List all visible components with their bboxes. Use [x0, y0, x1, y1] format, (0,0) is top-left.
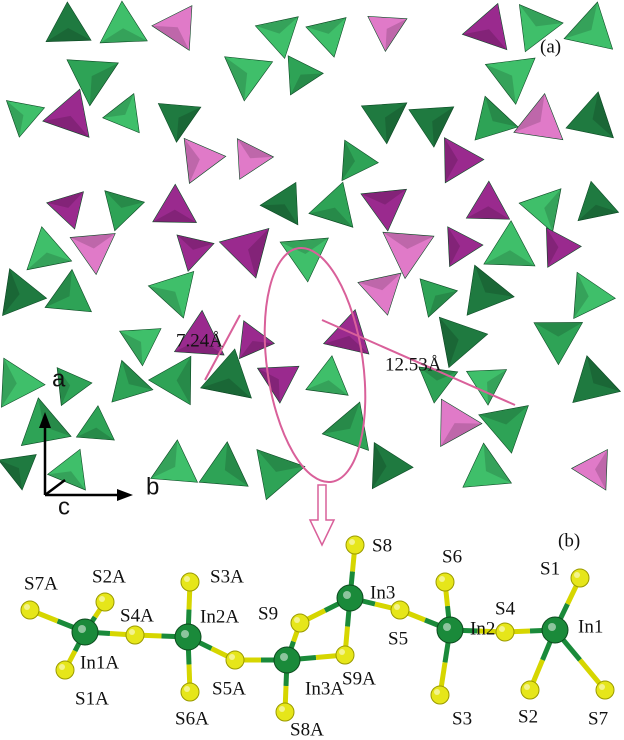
atom: [276, 703, 294, 721]
atom: [437, 617, 463, 643]
atom-highlight: [574, 572, 580, 578]
atom-highlight: [439, 576, 445, 582]
atom-highlight: [599, 684, 605, 690]
atom: [336, 646, 354, 664]
atom-label: S7: [588, 708, 608, 729]
atom-label: S3: [452, 708, 472, 729]
atom-highlight: [184, 576, 190, 582]
atom-highlight: [99, 596, 105, 602]
atom: [596, 681, 614, 699]
panel-label: (a): [540, 36, 561, 57]
atom: [21, 601, 39, 619]
atom-label: S8A: [290, 719, 324, 740]
atom-highlight: [279, 706, 285, 712]
atom-label: S8: [372, 535, 392, 556]
atom: [175, 624, 201, 650]
atom-label: S6A: [175, 708, 209, 729]
atom-label: S4: [495, 598, 516, 619]
atom-label: S1A: [75, 688, 109, 709]
atom-label: In1: [578, 616, 603, 637]
atom-label: S9: [258, 603, 278, 624]
distance-label: 7.24Å: [176, 330, 223, 351]
atom: [181, 683, 199, 701]
atom: [291, 614, 309, 632]
pointer-arrow: [310, 485, 334, 545]
atom-label: S2: [518, 706, 538, 727]
atom-highlight: [499, 626, 505, 632]
atom-highlight: [78, 625, 86, 633]
atom-highlight: [129, 629, 135, 635]
atom-label: S7A: [24, 573, 58, 594]
atom: [391, 601, 409, 619]
atom-highlight: [339, 649, 345, 655]
atom-label: S5: [388, 628, 408, 649]
atom-highlight: [349, 539, 355, 545]
atom: [571, 569, 589, 587]
atom-highlight: [280, 653, 288, 661]
panel-label: (b): [558, 530, 580, 551]
atom-highlight: [229, 654, 235, 660]
atom-highlight: [443, 623, 451, 631]
atom: [436, 573, 454, 591]
atom: [96, 593, 114, 611]
atom-label: S9A: [342, 668, 376, 689]
atom-highlight: [24, 604, 30, 610]
atom: [431, 686, 449, 704]
atom-label: S2A: [92, 566, 126, 587]
atom-highlight: [184, 686, 190, 692]
atom-label: S6: [442, 546, 462, 567]
atom-highlight: [59, 664, 65, 670]
atom-label: In3A: [305, 678, 344, 699]
atom: [542, 617, 568, 643]
highlight-ellipse: [251, 241, 379, 488]
atom-highlight: [181, 630, 189, 638]
atom-highlight: [394, 604, 400, 610]
atom-label: In2A: [200, 606, 239, 627]
atom: [346, 536, 364, 554]
axis-label: c: [58, 493, 70, 520]
atom-label: S5A: [212, 678, 246, 699]
axis-label: a: [52, 365, 66, 392]
atom: [181, 573, 199, 591]
atom: [274, 647, 300, 673]
atom-label: In1A: [80, 652, 119, 673]
atom-highlight: [434, 689, 440, 695]
distance-label: 12.53Å: [385, 354, 442, 375]
atom: [56, 661, 74, 679]
atom-highlight: [524, 684, 530, 690]
axis-label: b: [146, 473, 159, 500]
atom-highlight: [294, 617, 300, 623]
atom-label: In3: [370, 582, 395, 603]
atom-highlight: [343, 591, 351, 599]
atom: [226, 651, 244, 669]
atom: [126, 626, 144, 644]
atom: [72, 619, 98, 645]
atom-label: S3A: [210, 566, 244, 587]
atom: [496, 623, 514, 641]
atom-label: In2: [470, 618, 495, 639]
atom: [521, 681, 539, 699]
atom-label: S1: [540, 558, 560, 579]
atom-highlight: [548, 623, 556, 631]
atom-label: S4A: [120, 605, 154, 626]
figure: a b c (a) 7.24Å 12.53Å (b) S7A S2A S4A In1A…: [0, 0, 624, 740]
atom: [337, 585, 363, 611]
